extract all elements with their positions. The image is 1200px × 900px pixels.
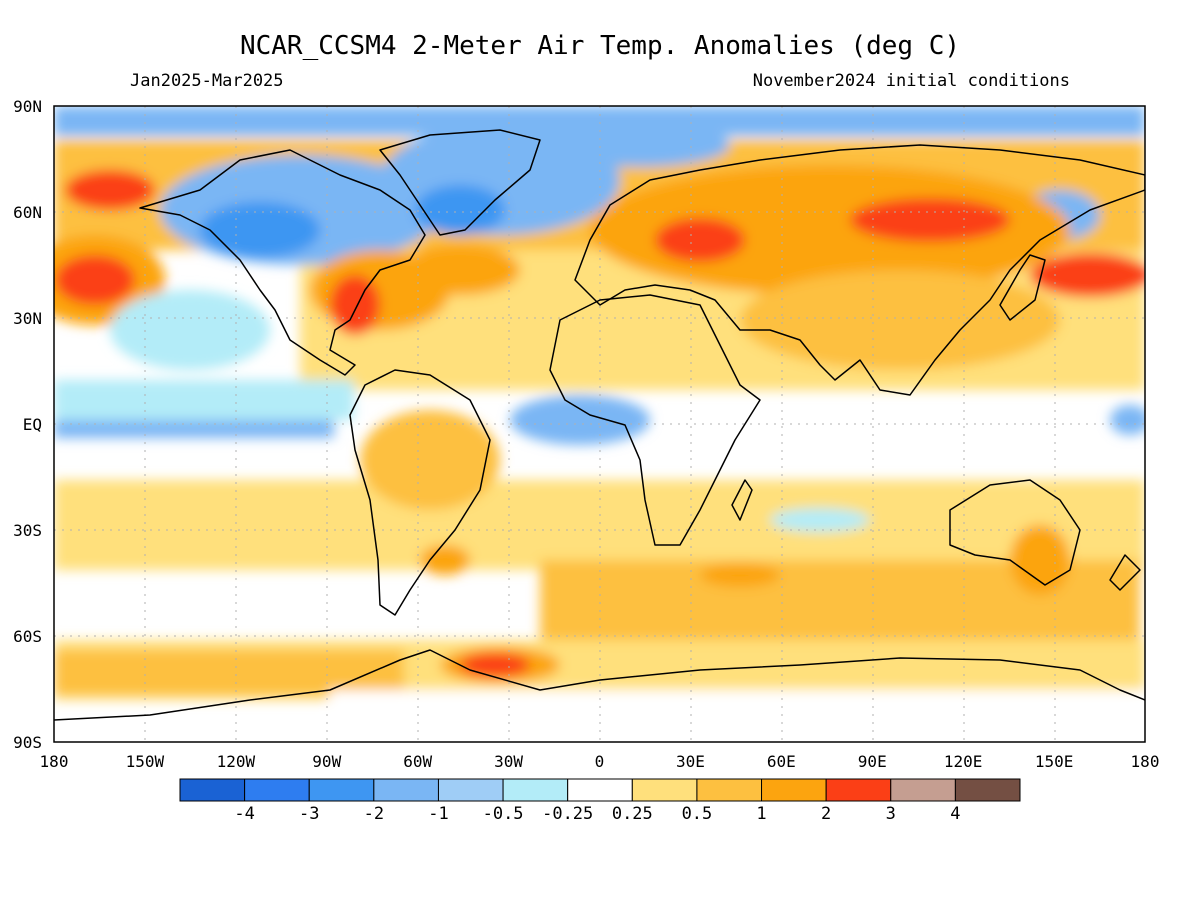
graticule (54, 106, 1145, 742)
colorbar-tick-labels: -4 -3 -2 -1 -0.5 -0.25 0.25 0.5 1 2 3 4 (234, 804, 960, 824)
lon-label: 90W (312, 752, 341, 771)
coast-greenland (379, 129, 541, 236)
colorbar-tick-label: 4 (950, 804, 960, 824)
colorbar-bin (502, 778, 569, 802)
colorbar-bin (631, 778, 698, 802)
colorbar-tick-label: 3 (886, 804, 896, 824)
colorbar-bin (567, 778, 633, 802)
lat-label: 90N (13, 97, 42, 116)
colorbar-tick-label: 1 (756, 804, 766, 824)
colorbar-tick-label: -0.25 (542, 804, 593, 824)
lon-label: 150W (126, 752, 165, 771)
anomaly-field (54, 106, 1145, 742)
period-label: Jan2025-Mar2025 (130, 71, 284, 91)
lon-label: 0 (595, 752, 605, 771)
colorbar-tick-label: 0.25 (612, 804, 653, 824)
lon-label: 180 (1131, 752, 1160, 771)
colorbar-bin (761, 778, 827, 802)
colorbar-tick-label: -2 (364, 804, 384, 824)
map-frame (53, 105, 1146, 743)
lon-label: 90E (858, 752, 887, 771)
colorbar-bin (825, 778, 892, 802)
colorbar-bin (954, 778, 1021, 802)
colorbar-bin (244, 778, 310, 802)
lat-label: 60N (13, 203, 42, 222)
colorbar-tick-label: 2 (821, 804, 831, 824)
lon-label: 120E (944, 752, 983, 771)
lat-label: EQ (23, 415, 42, 434)
colorbar-bin (696, 778, 763, 802)
coast-antarctica (54, 649, 1145, 721)
coastlines (54, 129, 1145, 721)
lon-label: 150E (1035, 752, 1074, 771)
coast-africa (549, 294, 761, 546)
latitude-labels: 90N 60N 30N EQ 30S 60S 90S (13, 97, 42, 752)
lat-label: 30S (13, 521, 42, 540)
coast-eurasia (574, 144, 1145, 396)
lon-label: 60W (403, 752, 432, 771)
coast-madagascar (731, 479, 753, 521)
colorbar (179, 778, 1021, 802)
colorbar-tick-label: -4 (234, 804, 254, 824)
lat-label: 60S (13, 627, 42, 646)
coast-australia (949, 479, 1081, 586)
colorbar-bin (373, 778, 439, 802)
colorbar-bin (890, 778, 956, 802)
coast-new-zealand (1109, 554, 1141, 591)
longitude-labels: 180 150W 120W 90W 60W 30W 0 30E 60E 90E 120E 150E 18… (40, 752, 1160, 771)
map-title: NCAR_CCSM4 2-Meter Air Temp. Anomalies (… (240, 31, 960, 61)
lon-label: 30E (676, 752, 705, 771)
colorbar-bin (179, 778, 246, 802)
initial-conditions-label: November2024 initial conditions (753, 71, 1070, 91)
colorbar-bin (437, 778, 504, 802)
lat-label: 30N (13, 309, 42, 328)
colorbar-tick-label: -3 (299, 804, 319, 824)
lon-label: 30W (494, 752, 523, 771)
lon-label: 120W (217, 752, 256, 771)
colorbar-tick-label: 0.5 (682, 804, 713, 824)
lon-label: 180 (40, 752, 69, 771)
coast-north-america (139, 149, 426, 376)
coast-japan (999, 254, 1046, 321)
lat-label: 90S (13, 733, 42, 752)
colorbar-tick-label: -1 (428, 804, 448, 824)
colorbar-bin (308, 778, 375, 802)
lon-label: 60E (767, 752, 796, 771)
coast-south-america (349, 369, 491, 616)
colorbar-tick-label: -0.5 (483, 804, 524, 824)
